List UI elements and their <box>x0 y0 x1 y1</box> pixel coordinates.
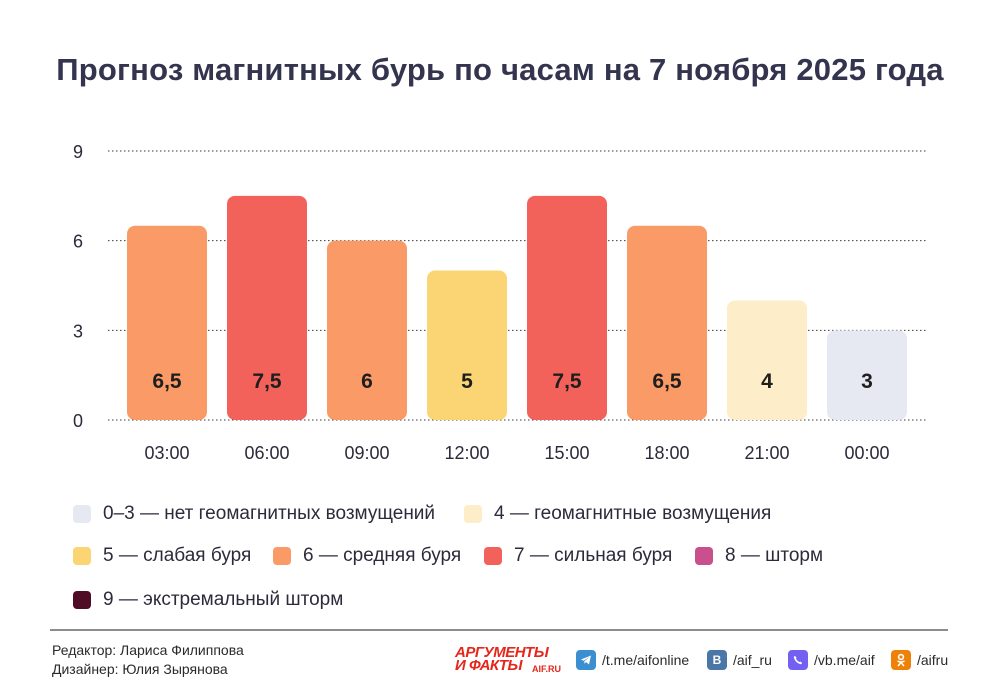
aif-logo: АРГУМЕНТЫ И ФАКТЫ AIF.RU <box>455 644 561 676</box>
legend-item-disturbance: 4 — геомагнитные возмущения <box>464 503 771 525</box>
y-tick-label: 3 <box>73 321 83 341</box>
x-tick-label: 18:00 <box>644 443 689 463</box>
legend-swatch <box>484 547 502 565</box>
social-odnoklassniki[interactable]: /aifru <box>891 650 948 670</box>
legend-label: 7 — сильная буря <box>514 545 673 566</box>
bar-value-label: 7,5 <box>552 370 582 393</box>
legend-item-severe-storm: 8 — шторм <box>695 545 823 567</box>
bar-value-label: 5 <box>461 370 473 393</box>
social-label: /t.me/aifonline <box>602 652 690 668</box>
bar-value-label: 4 <box>761 370 773 393</box>
bar-value-label: 7,5 <box>252 370 282 393</box>
legend-item-extreme-storm: 9 — экстремальный шторм <box>73 589 343 611</box>
designer-credit: Дизайнер: Юлия Зырянова <box>52 661 228 677</box>
legend-swatch <box>695 547 713 565</box>
chart-title: Прогноз магнитных бурь по часам на 7 ноя… <box>56 52 944 87</box>
social-label: /aif_ru <box>733 652 772 668</box>
legend-label: 6 — средняя буря <box>303 545 462 566</box>
social-viber[interactable]: /vb.me/aif <box>788 650 875 670</box>
legend-label: 9 — экстремальный шторм <box>103 589 344 610</box>
social-label: /vb.me/aif <box>814 652 875 668</box>
legend-item-strong-storm: 7 — сильная буря <box>484 545 672 567</box>
legend-label: 8 — шторм <box>725 545 824 566</box>
telegram-icon <box>576 650 596 670</box>
y-tick-label: 9 <box>73 142 83 162</box>
odnoklassniki-icon <box>891 650 911 670</box>
social-label: /aifru <box>917 652 949 668</box>
vk-icon: В <box>707 650 727 670</box>
viber-icon <box>788 650 808 670</box>
logo-domain: AIF.RU <box>532 664 561 674</box>
legend-item-weak-storm: 5 — слабая буря <box>73 545 251 567</box>
bar-value-label: 6 <box>361 370 373 393</box>
editor-credit: Редактор: Лариса Филиппова <box>52 642 244 658</box>
bar-value-label: 6,5 <box>652 370 682 393</box>
x-tick-label: 09:00 <box>344 443 389 463</box>
legend-swatch <box>73 591 91 609</box>
legend-swatch <box>73 505 91 523</box>
x-tick-label: 12:00 <box>444 443 489 463</box>
logo-line-2: И ФАКТЫ <box>455 657 523 674</box>
x-tick-label: 21:00 <box>744 443 789 463</box>
bar-chart: 0 3 6 9 6,5 03:00 7,5 06:00 6 09:00 5 12:00 7,5 15:00… <box>73 142 928 463</box>
bar-value-label: 6,5 <box>152 370 182 393</box>
legend-item-no-disturbance: 0–3 — нет геомагнитных возмущений <box>73 503 435 525</box>
credits: Редактор: Лариса Филиппова Дизайнер: Юли… <box>52 641 244 679</box>
bar <box>627 225 707 420</box>
social-vk[interactable]: В /aif_ru <box>707 650 772 670</box>
bar <box>327 240 407 420</box>
bar <box>527 195 607 420</box>
bar <box>127 225 207 420</box>
legend-label: 4 — геомагнитные возмущения <box>494 503 772 524</box>
y-tick-label: 6 <box>73 232 83 252</box>
logo-line-1: АРГУМЕНТЫ <box>455 644 549 661</box>
y-tick-label: 0 <box>73 411 83 431</box>
bar <box>227 195 307 420</box>
x-tick-label: 03:00 <box>144 443 189 463</box>
bar <box>727 300 807 420</box>
x-tick-label: 06:00 <box>244 443 289 463</box>
legend-item-moderate-storm: 6 — средняя буря <box>273 545 461 567</box>
bar <box>427 270 507 420</box>
social-telegram[interactable]: /t.me/aifonline <box>576 650 689 670</box>
bar-value-label: 3 <box>861 370 873 393</box>
x-tick-label: 15:00 <box>544 443 589 463</box>
legend-swatch <box>73 547 91 565</box>
legend-swatch <box>464 505 482 523</box>
legend-swatch <box>273 547 291 565</box>
legend-label: 0–3 — нет геомагнитных возмущений <box>103 503 436 524</box>
x-tick-label: 00:00 <box>844 443 889 463</box>
bar <box>827 330 907 420</box>
legend-label: 5 — слабая буря <box>103 545 252 566</box>
footer-divider <box>50 629 948 631</box>
